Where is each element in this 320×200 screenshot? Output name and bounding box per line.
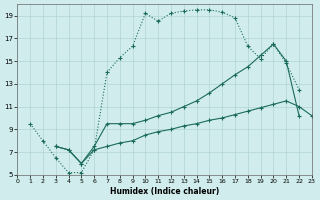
X-axis label: Humidex (Indice chaleur): Humidex (Indice chaleur) bbox=[110, 187, 219, 196]
